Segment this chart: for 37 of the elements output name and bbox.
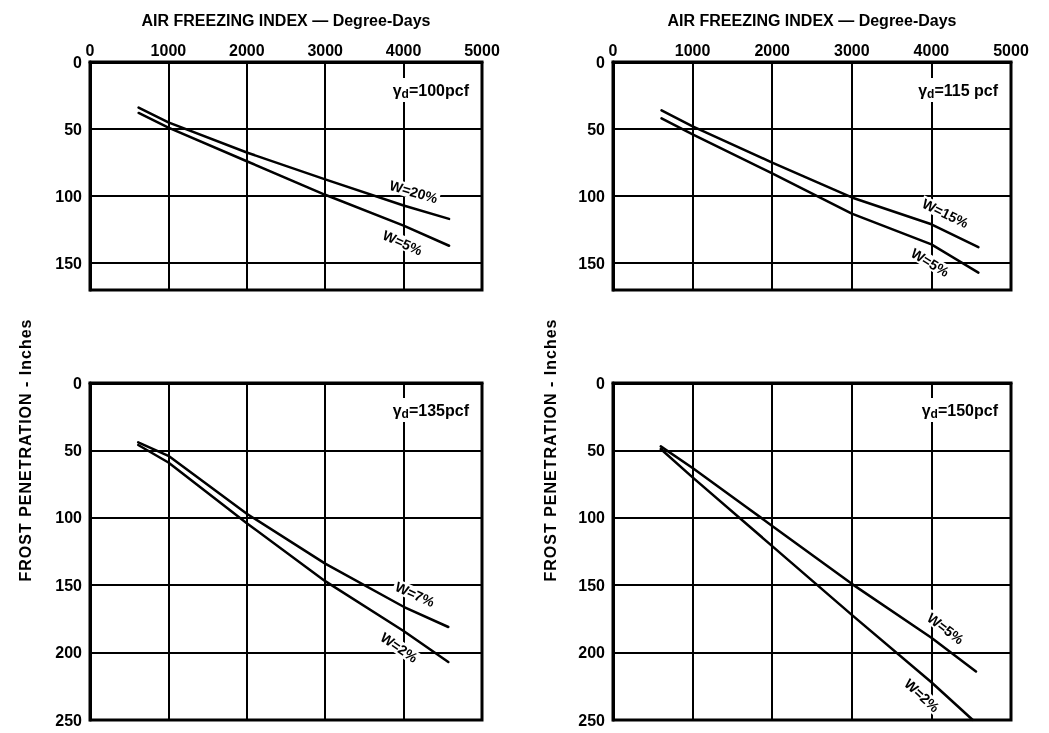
x-tick-label: 5000 xyxy=(464,41,500,59)
x-tick-label: 5000 xyxy=(993,41,1029,59)
y-tick-label: 50 xyxy=(64,441,83,459)
y-tick-label: 0 xyxy=(73,374,83,392)
x-tick-label: 0 xyxy=(85,41,95,59)
x-tick-label: 4000 xyxy=(913,41,950,59)
y-tick-label: 250 xyxy=(55,711,83,729)
y-tick-label: 0 xyxy=(596,53,606,71)
x-axis-title: AIR FREEZING INDEX — Degree-Days xyxy=(667,11,957,29)
y-tick-label: 250 xyxy=(578,711,606,729)
x-tick-label: 4000 xyxy=(385,41,422,59)
x-tick-label: 1000 xyxy=(674,41,711,59)
y-tick-label: 0 xyxy=(73,53,83,71)
y-tick-label: 150 xyxy=(55,254,83,272)
y-tick-label: 150 xyxy=(578,254,606,272)
x-tick-label: 0 xyxy=(608,41,618,59)
x-tick-label: 3000 xyxy=(307,41,344,59)
y-tick-label: 200 xyxy=(55,644,83,662)
y-tick-label: 100 xyxy=(578,509,606,527)
y-tick-label: 100 xyxy=(55,509,83,527)
y-tick-label: 150 xyxy=(578,576,606,594)
y-tick-label: 150 xyxy=(55,576,83,594)
y-tick-label: 50 xyxy=(587,441,606,459)
y-axis-title: FROST PENETRATION - Inches xyxy=(17,318,35,582)
x-tick-label: 3000 xyxy=(834,41,870,59)
x-tick-label: 1000 xyxy=(150,41,187,59)
y-tick-label: 50 xyxy=(587,120,606,138)
y-tick-label: 50 xyxy=(64,120,83,138)
y-tick-label: 200 xyxy=(578,644,606,662)
y-tick-label: 100 xyxy=(578,187,606,205)
y-axis-title: FROST PENETRATION - Inches xyxy=(542,318,560,582)
x-tick-label: 2000 xyxy=(229,41,265,59)
text: W=20% xyxy=(387,177,441,207)
x-axis-title: AIR FREEZING INDEX — Degree-Days xyxy=(141,11,431,29)
y-tick-label: 0 xyxy=(596,374,606,392)
x-tick-label: 2000 xyxy=(754,41,791,59)
y-tick-label: 100 xyxy=(55,187,83,205)
